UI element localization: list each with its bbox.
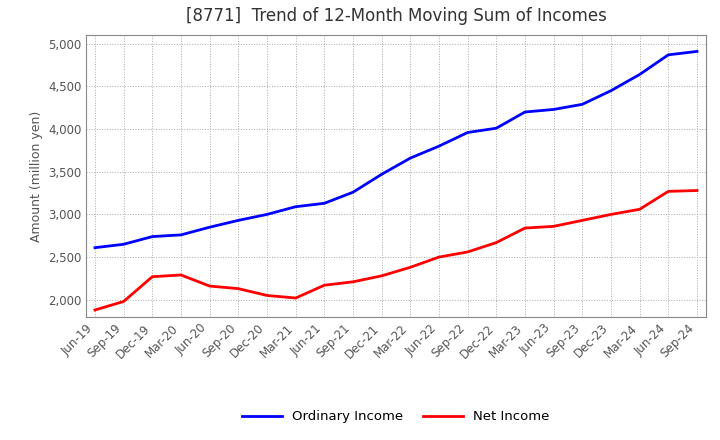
Net Income bbox=[521, 225, 529, 231]
Ordinary Income bbox=[549, 107, 558, 112]
Net Income bbox=[693, 188, 701, 193]
Ordinary Income bbox=[263, 212, 271, 217]
Net Income bbox=[292, 295, 300, 301]
Ordinary Income bbox=[234, 218, 243, 223]
Net Income bbox=[91, 307, 99, 312]
Ordinary Income bbox=[464, 130, 472, 135]
Ordinary Income bbox=[91, 245, 99, 250]
Net Income bbox=[234, 286, 243, 291]
Ordinary Income bbox=[635, 72, 644, 77]
Legend: Ordinary Income, Net Income: Ordinary Income, Net Income bbox=[237, 405, 555, 429]
Line: Ordinary Income: Ordinary Income bbox=[95, 51, 697, 248]
Net Income bbox=[635, 207, 644, 212]
Ordinary Income bbox=[435, 143, 444, 149]
Ordinary Income bbox=[320, 201, 328, 206]
Net Income bbox=[464, 249, 472, 255]
Line: Net Income: Net Income bbox=[95, 191, 697, 310]
Y-axis label: Amount (million yen): Amount (million yen) bbox=[30, 110, 42, 242]
Ordinary Income bbox=[492, 125, 500, 131]
Net Income bbox=[664, 189, 672, 194]
Net Income bbox=[120, 299, 128, 304]
Ordinary Income bbox=[406, 155, 415, 161]
Ordinary Income bbox=[176, 232, 185, 238]
Net Income bbox=[607, 212, 616, 217]
Ordinary Income bbox=[205, 224, 214, 230]
Ordinary Income bbox=[607, 88, 616, 93]
Net Income bbox=[348, 279, 357, 284]
Net Income bbox=[320, 282, 328, 288]
Net Income bbox=[148, 274, 157, 279]
Ordinary Income bbox=[348, 190, 357, 195]
Ordinary Income bbox=[148, 234, 157, 239]
Net Income bbox=[205, 283, 214, 289]
Ordinary Income bbox=[664, 52, 672, 58]
Net Income bbox=[492, 240, 500, 245]
Ordinary Income bbox=[377, 172, 386, 177]
Net Income bbox=[263, 293, 271, 298]
Net Income bbox=[176, 272, 185, 278]
Net Income bbox=[578, 218, 587, 223]
Ordinary Income bbox=[693, 49, 701, 54]
Net Income bbox=[406, 265, 415, 270]
Ordinary Income bbox=[521, 110, 529, 115]
Title: [8771]  Trend of 12-Month Moving Sum of Incomes: [8771] Trend of 12-Month Moving Sum of I… bbox=[186, 7, 606, 26]
Ordinary Income bbox=[578, 102, 587, 107]
Net Income bbox=[549, 224, 558, 229]
Ordinary Income bbox=[292, 204, 300, 209]
Net Income bbox=[377, 273, 386, 279]
Net Income bbox=[435, 254, 444, 260]
Ordinary Income bbox=[120, 242, 128, 247]
